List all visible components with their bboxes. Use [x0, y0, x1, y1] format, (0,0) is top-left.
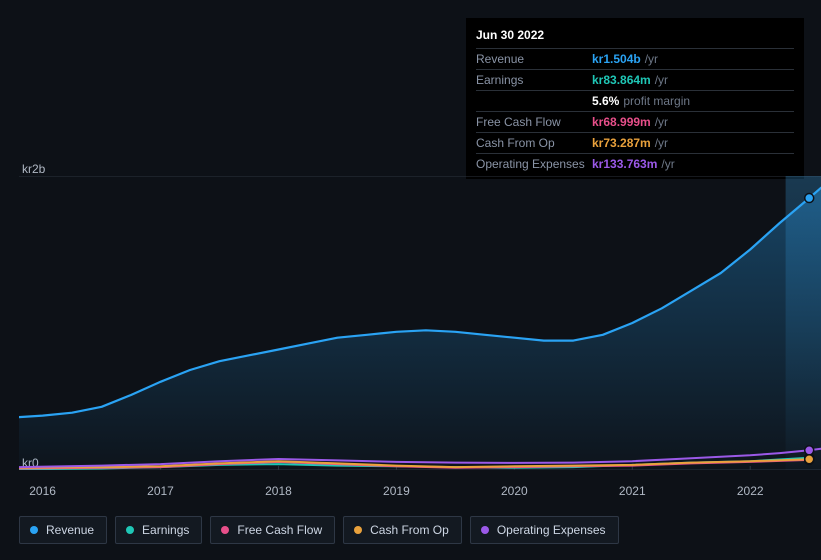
tooltip-row-label: Operating Expenses [476, 157, 592, 171]
tooltip-row-suffix: /yr [645, 52, 658, 66]
line-chart[interactable] [19, 176, 821, 470]
tooltip-row-suffix: /yr [661, 157, 674, 171]
tooltip-row: Free Cash Flowkr68.999m/yr [476, 112, 794, 133]
legend-dot-icon [30, 526, 38, 534]
x-axis-tick: 2021 [619, 484, 646, 498]
x-axis-tick: 2017 [147, 484, 174, 498]
tooltip-date: Jun 30 2022 [476, 24, 794, 49]
tooltip-row-value: kr133.763m [592, 157, 657, 171]
tooltip-row-value: kr83.864m [592, 73, 651, 87]
tooltip-row: Earningskr83.864m/yr [476, 70, 794, 91]
legend-label: Revenue [46, 523, 94, 537]
x-axis-tick: 2020 [501, 484, 528, 498]
tooltip-row-suffix: /yr [655, 73, 668, 87]
x-axis: 2016 2017 2018 2019 2020 2021 2022 [19, 484, 821, 500]
tooltip-row: Revenuekr1.504b/yr [476, 49, 794, 70]
legend-label: Free Cash Flow [237, 523, 322, 537]
series-marker-operating-expenses [805, 446, 814, 455]
legend-item-revenue[interactable]: Revenue [19, 516, 107, 544]
tooltip-row-value: kr73.287m [592, 136, 651, 150]
series-marker-revenue [805, 194, 814, 203]
tooltip-row-suffix: profit margin [623, 94, 690, 108]
legend-dot-icon [481, 526, 489, 534]
x-axis-tick: 2018 [265, 484, 292, 498]
tooltip-row: 5.6% profit margin [476, 91, 794, 112]
x-axis-tick: 2016 [29, 484, 56, 498]
legend-item-cash-from-op[interactable]: Cash From Op [343, 516, 462, 544]
x-axis-tick: 2022 [737, 484, 764, 498]
tooltip-row-label: Earnings [476, 73, 592, 87]
legend-item-earnings[interactable]: Earnings [115, 516, 202, 544]
y-axis-label: kr2b [22, 162, 45, 176]
tooltip-row-value: 5.6% [592, 94, 619, 108]
legend-label: Cash From Op [370, 523, 449, 537]
chart-legend: Revenue Earnings Free Cash Flow Cash From O… [19, 516, 619, 544]
chart-tooltip: Jun 30 2022 Revenuekr1.504b/yrEarningskr… [466, 18, 804, 179]
tooltip-row-suffix: /yr [655, 115, 668, 129]
legend-label: Operating Expenses [497, 523, 606, 537]
tooltip-row-label [476, 94, 592, 108]
series-fill-revenue [19, 188, 821, 470]
legend-dot-icon [354, 526, 362, 534]
tooltip-row: Cash From Opkr73.287m/yr [476, 133, 794, 154]
legend-item-free-cash-flow[interactable]: Free Cash Flow [210, 516, 335, 544]
tooltip-row-value: kr1.504b [592, 52, 641, 66]
x-axis-tick: 2019 [383, 484, 410, 498]
series-marker-cash-from-op [805, 455, 814, 464]
tooltip-row-value: kr68.999m [592, 115, 651, 129]
legend-label: Earnings [142, 523, 189, 537]
tooltip-row-label: Cash From Op [476, 136, 592, 150]
legend-dot-icon [126, 526, 134, 534]
tooltip-row-label: Free Cash Flow [476, 115, 592, 129]
tooltip-row-suffix: /yr [655, 136, 668, 150]
tooltip-row-label: Revenue [476, 52, 592, 66]
legend-item-operating-expenses[interactable]: Operating Expenses [470, 516, 619, 544]
legend-dot-icon [221, 526, 229, 534]
